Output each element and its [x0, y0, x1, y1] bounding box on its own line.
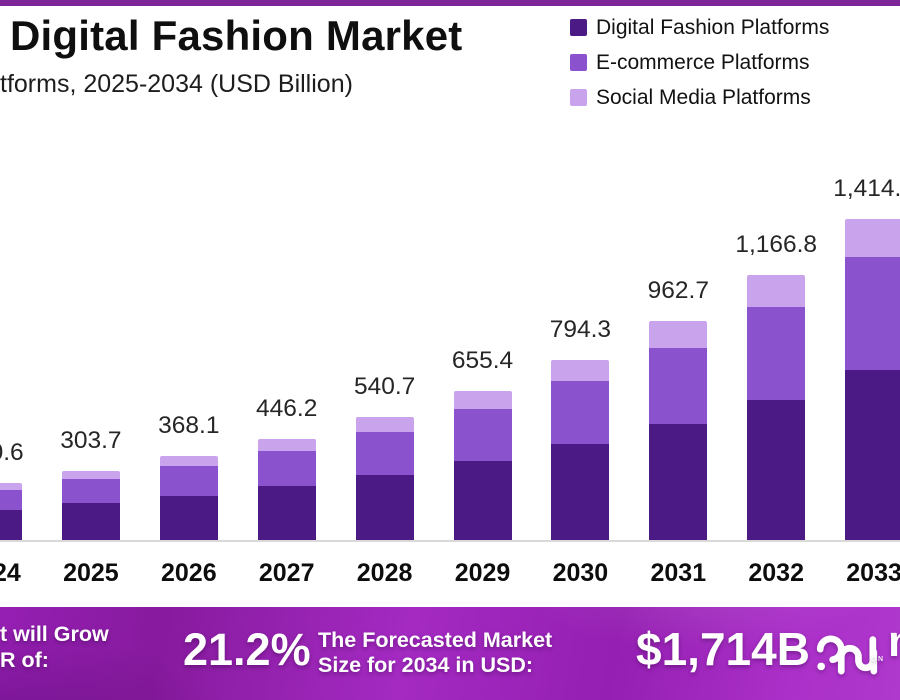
bar-value-label: 962.7: [647, 277, 709, 305]
bar-group-2029: [453, 391, 512, 540]
bar-segment-social-media-platforms: [61, 471, 120, 480]
legend-label: Digital Fashion Platforms: [596, 15, 830, 39]
bar-value-label: 303.7: [60, 427, 122, 455]
bar-group-2027: [257, 438, 316, 540]
top-accent-strip: [0, 0, 900, 6]
legend-swatch-icon: [570, 19, 587, 36]
x-axis-label: 2024: [0, 559, 21, 587]
bar-segment-digital-fashion-platforms: [355, 474, 414, 540]
bar-value-label: 540.7: [353, 373, 416, 401]
bar-segment-social-media-platforms: [453, 391, 512, 410]
forecast-caption-line1: The Forecasted Market: [318, 628, 553, 652]
legend-item-digital-fashion-platforms: Digital Fashion Platforms: [570, 16, 829, 39]
bar-segment-digital-fashion-platforms: [61, 503, 120, 540]
bar-segment-digital-fashion-platforms: [0, 509, 22, 540]
bar-segment-digital-fashion-platforms: [257, 486, 316, 540]
bar-segment-digital-fashion-platforms: [649, 424, 708, 540]
bar-value-label: 1,414.2: [833, 174, 900, 202]
bar-segment-digital-fashion-platforms: [551, 444, 610, 540]
legend-label: Social Media Platforms: [596, 85, 811, 109]
cagr-value: 21.2%: [183, 624, 311, 675]
bar-group-2025: [61, 471, 120, 540]
bar-segment-social-media-platforms: [747, 275, 806, 307]
x-axis-label: 2032: [748, 559, 804, 587]
x-axis-label: 2033: [846, 559, 900, 587]
forecast-caption: The Forecasted Market Size for 2034 in U…: [318, 628, 552, 678]
bar-segment-social-media-platforms: [355, 417, 414, 432]
bar-segment-social-media-platforms: [649, 321, 708, 348]
cagr-caption-line1: t will Grow: [0, 622, 109, 646]
x-axis-label: 2027: [258, 559, 315, 587]
bar-value-label: 655.4: [451, 347, 514, 375]
bar-value-label: 368.1: [158, 412, 220, 440]
bar-segment-digital-fashion-platforms: [453, 461, 512, 540]
page-title: Digital Fashion Market: [10, 12, 463, 59]
x-axis-label: 2031: [650, 559, 707, 587]
bar-segment-e-commerce-platforms: [551, 381, 610, 445]
x-axis-label: 2028: [356, 559, 413, 587]
bar-segment-digital-fashion-platforms: [159, 495, 218, 540]
bar-group-2026: [159, 456, 218, 540]
bar-group-2028: [355, 417, 414, 540]
bar-segment-social-media-platforms: [159, 456, 218, 467]
bar-group-2030: [551, 359, 610, 540]
bar-segment-e-commerce-platforms: [453, 409, 512, 462]
bar-segment-digital-fashion-platforms: [845, 369, 900, 540]
bar-group-2032: [747, 275, 806, 540]
bar-segment-social-media-platforms: [845, 218, 900, 258]
legend-swatch-icon: [570, 89, 587, 106]
bar-segment-e-commerce-platforms: [61, 479, 120, 504]
legend-item-social-media-platforms: Social Media Platforms: [570, 86, 829, 109]
bar-value-label: 794.3: [549, 315, 612, 343]
x-axis-label: 2029: [454, 559, 511, 587]
x-axis-label: 2030: [552, 559, 609, 587]
bar-group-2024: [0, 483, 22, 540]
bar-group-2033: [845, 218, 900, 540]
bar-segment-e-commerce-platforms: [355, 431, 414, 475]
page-subtitle: tforms, 2025-2034 (USD Billion): [0, 70, 353, 98]
legend-label: E-commerce Platforms: [596, 50, 810, 74]
market-us-logo-icon: [816, 635, 878, 675]
stacked-bar-chart: 250.6 2024 303.7 2025 368.1 2026 446.2 2027 540.…: [0, 174, 900, 587]
bar-segment-e-commerce-platforms: [845, 257, 900, 370]
logo-wordmark-partial: m: [888, 613, 900, 671]
bar-segment-e-commerce-platforms: [649, 347, 708, 425]
logo-tagline-partial: ON: [871, 656, 885, 663]
x-axis-line: [0, 540, 900, 542]
cagr-caption: t will Grow R of:: [0, 621, 109, 673]
bar-segment-social-media-platforms: [257, 438, 316, 451]
bar-segment-social-media-platforms: [0, 483, 22, 490]
bar-value-label: 1,166.8: [735, 231, 818, 259]
bar-segment-social-media-platforms: [551, 359, 610, 382]
forecast-caption-line2: Size for 2034 in USD:: [318, 653, 534, 677]
x-axis-label: 2026: [160, 559, 217, 587]
bar-value-label: 250.6: [0, 439, 24, 467]
bar-value-label: 446.2: [256, 394, 318, 422]
bar-segment-e-commerce-platforms: [0, 489, 22, 510]
cagr-caption-line2: R of:: [0, 648, 49, 672]
x-axis-label: 2025: [63, 559, 119, 587]
bar-segment-e-commerce-platforms: [159, 466, 218, 496]
bar-segment-digital-fashion-platforms: [747, 399, 806, 540]
legend-item-e-commerce-platforms: E-commerce Platforms: [570, 51, 829, 74]
chart-legend: Digital Fashion Platforms E-commerce Pla…: [570, 16, 829, 109]
legend-swatch-icon: [570, 54, 587, 71]
forecast-value: $1,714B: [636, 623, 810, 675]
bar-segment-e-commerce-platforms: [747, 306, 806, 400]
bottom-banner: t will Grow R of: 21.2% The Forecasted M…: [0, 607, 900, 700]
bar-group-2031: [649, 321, 708, 540]
bar-segment-e-commerce-platforms: [257, 450, 316, 487]
